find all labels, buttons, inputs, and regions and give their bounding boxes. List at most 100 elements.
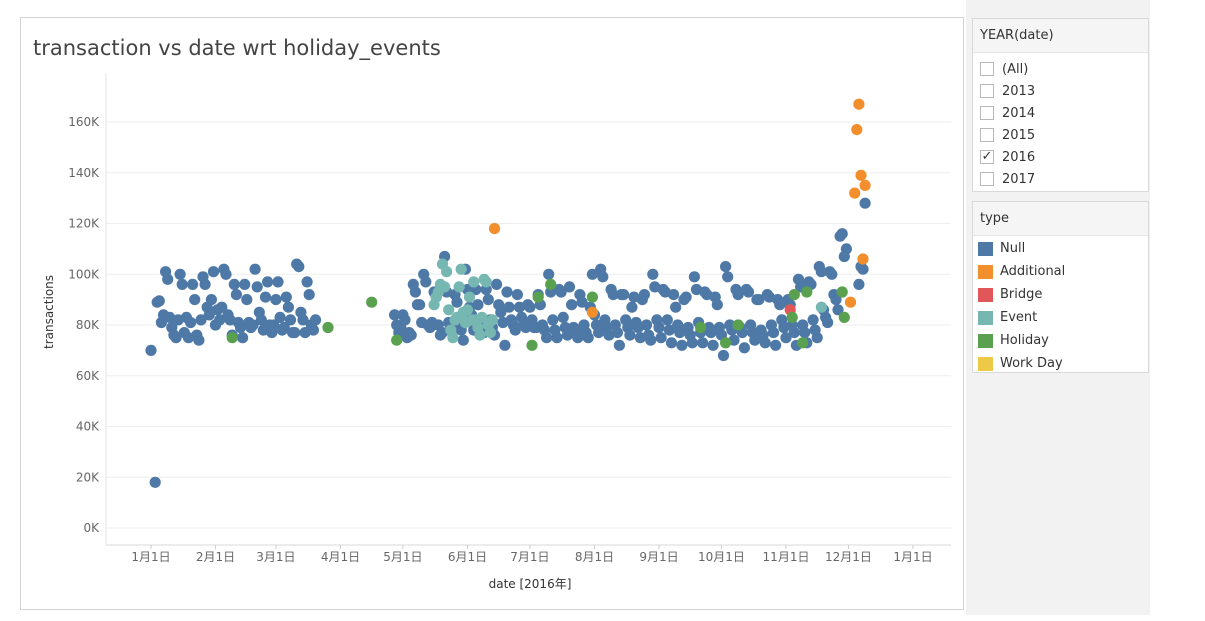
data-point-additional[interactable] — [586, 306, 599, 318]
data-point-null[interactable] — [645, 334, 657, 346]
data-point-null[interactable] — [626, 301, 638, 313]
data-point-null[interactable] — [543, 268, 555, 280]
data-point-null[interactable] — [176, 278, 188, 290]
data-point-additional[interactable] — [855, 169, 867, 181]
data-point-null[interactable] — [853, 278, 865, 290]
data-point-additional[interactable] — [859, 179, 871, 191]
data-point-null[interactable] — [674, 327, 686, 339]
data-point-null[interactable] — [770, 339, 782, 351]
checkbox-icon[interactable] — [980, 172, 994, 186]
data-point-holiday[interactable] — [226, 332, 238, 344]
data-point-null[interactable] — [301, 276, 313, 288]
data-point-null[interactable] — [742, 286, 755, 298]
data-point-null[interactable] — [509, 324, 521, 336]
data-point-null[interactable] — [638, 289, 651, 301]
data-point-null[interactable] — [653, 321, 665, 334]
data-point-null[interactable] — [451, 296, 463, 308]
data-point-null[interactable] — [259, 291, 272, 303]
data-point-null[interactable] — [665, 337, 678, 349]
data-point-null[interactable] — [557, 311, 569, 323]
year-option[interactable]: 2014 — [973, 102, 1148, 124]
data-point-null[interactable] — [187, 278, 199, 290]
data-point-additional[interactable] — [844, 296, 857, 308]
data-point-null[interactable] — [503, 301, 515, 313]
data-point-null[interactable] — [409, 286, 421, 298]
data-point-event[interactable] — [463, 291, 476, 303]
data-point-null[interactable] — [420, 276, 432, 288]
data-point-null[interactable] — [597, 271, 609, 283]
data-point-null[interactable] — [280, 291, 292, 303]
year-option[interactable]: 2017 — [973, 168, 1148, 190]
data-point-event[interactable] — [455, 263, 467, 275]
data-point-null[interactable] — [663, 324, 676, 336]
data-point-null[interactable] — [293, 261, 305, 273]
data-point-null[interactable] — [282, 301, 294, 313]
data-point-null[interactable] — [457, 334, 469, 346]
data-point-null[interactable] — [711, 299, 723, 311]
data-point-null[interactable] — [164, 311, 176, 323]
data-point-null[interactable] — [722, 271, 734, 283]
data-point-holiday[interactable] — [786, 311, 798, 323]
data-point-null[interactable] — [611, 327, 624, 339]
data-point-holiday[interactable] — [838, 311, 850, 323]
data-point-null[interactable] — [780, 332, 792, 344]
data-point-null[interactable] — [284, 314, 297, 326]
data-point-null[interactable] — [270, 294, 282, 306]
data-point-holiday[interactable] — [322, 321, 334, 334]
data-point-null[interactable] — [763, 291, 775, 303]
data-point-null[interactable] — [307, 324, 319, 336]
data-point-null[interactable] — [153, 295, 165, 307]
legend-item[interactable]: Bridge — [973, 283, 1148, 306]
data-point-null[interactable] — [680, 291, 692, 303]
year-option[interactable]: 2015 — [973, 124, 1148, 146]
year-option[interactable]: ✓ 2016 — [973, 146, 1148, 168]
data-point-null[interactable] — [732, 289, 744, 301]
data-point-null[interactable] — [405, 329, 417, 341]
legend-item[interactable]: Null — [973, 237, 1148, 260]
data-point-null[interactable] — [501, 286, 513, 298]
data-point-event[interactable] — [439, 281, 451, 293]
data-point-null[interactable] — [274, 311, 286, 323]
data-point-null[interactable] — [582, 332, 594, 344]
data-point-null[interactable] — [289, 327, 301, 339]
data-point-null[interactable] — [472, 299, 484, 311]
data-point-null[interactable] — [561, 329, 574, 341]
data-point-holiday[interactable] — [526, 339, 538, 351]
data-point-null[interactable] — [251, 281, 263, 293]
year-option[interactable]: 2013 — [973, 80, 1148, 102]
data-point-null[interactable] — [811, 332, 823, 344]
data-point-null[interactable] — [859, 197, 871, 209]
data-point-null[interactable] — [705, 327, 717, 339]
data-point-null[interactable] — [676, 339, 688, 351]
data-point-null[interactable] — [482, 294, 494, 306]
data-point-null[interactable] — [241, 294, 253, 306]
data-point-null[interactable] — [170, 332, 182, 344]
legend-item[interactable]: Additional — [973, 260, 1148, 283]
data-point-holiday[interactable] — [836, 286, 848, 298]
data-point-null[interactable] — [547, 314, 559, 326]
legend-item[interactable]: Event — [973, 306, 1148, 329]
checked-checkbox-icon[interactable]: ✓ — [980, 149, 994, 164]
data-point-null[interactable] — [753, 294, 765, 306]
data-point-null[interactable] — [216, 301, 228, 313]
data-point-null[interactable] — [193, 334, 205, 346]
data-point-null[interactable] — [185, 316, 197, 329]
data-point-null[interactable] — [836, 228, 848, 240]
data-point-null[interactable] — [551, 332, 563, 344]
data-point-holiday[interactable] — [391, 334, 403, 346]
data-point-null[interactable] — [563, 281, 576, 293]
data-point-additional[interactable] — [853, 98, 865, 110]
data-point-null[interactable] — [162, 273, 174, 285]
data-point-null[interactable] — [607, 289, 619, 301]
data-point-null[interactable] — [670, 301, 682, 313]
data-point-null[interactable] — [649, 281, 661, 293]
data-point-null[interactable] — [668, 289, 680, 301]
data-point-null[interactable] — [659, 286, 671, 298]
data-point-null[interactable] — [586, 268, 599, 280]
data-point-null[interactable] — [511, 289, 523, 301]
data-point-holiday[interactable] — [695, 321, 707, 334]
data-point-null[interactable] — [767, 327, 780, 339]
data-point-null[interactable] — [195, 314, 207, 326]
data-point-null[interactable] — [524, 301, 536, 313]
data-point-null[interactable] — [655, 332, 667, 344]
